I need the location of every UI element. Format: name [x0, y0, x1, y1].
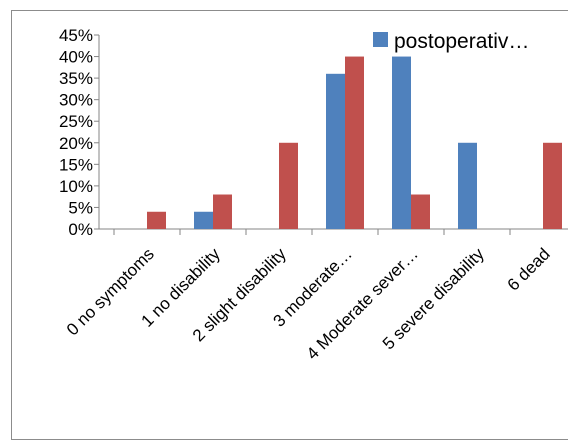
y-tick-label: 0%	[68, 220, 93, 239]
bar-series-1	[194, 211, 213, 229]
category-label: 4 Moderate sever…	[303, 244, 422, 363]
x-axis	[99, 228, 568, 235]
bar-series-2	[213, 194, 232, 229]
bar-series-2	[411, 194, 430, 229]
legend-label-series-1: postoperativ…	[394, 30, 529, 53]
y-tick-label: 45%	[59, 26, 93, 45]
y-tick-label: 40%	[59, 48, 93, 67]
category-label: 0 no symptoms	[63, 244, 158, 339]
bar-chart: 0% 5% 10% 15% 20% 25% 30% 35% 40% 45% 0 no sympto…	[59, 26, 568, 363]
bar-series-1	[326, 73, 345, 229]
y-tick-label: 20%	[59, 134, 93, 153]
bar-series-2	[543, 142, 562, 229]
bar-series-2	[345, 56, 364, 229]
y-tick-label: 30%	[59, 91, 93, 110]
y-tick-label: 5%	[68, 198, 93, 217]
legend-swatch-series-1	[373, 32, 388, 47]
bar-series-1	[458, 142, 477, 229]
y-tick-label: 15%	[59, 155, 93, 174]
bar-series-2	[279, 142, 298, 229]
bars	[147, 56, 562, 229]
y-tick-label: 10%	[59, 177, 93, 196]
bar-series-1	[392, 56, 411, 229]
bar-series-2	[147, 211, 166, 229]
category-label: 6 dead	[504, 244, 554, 294]
y-axis: 0% 5% 10% 15% 20% 25% 30% 35% 40% 45%	[59, 26, 100, 239]
legend: postoperativ…	[373, 30, 529, 53]
y-tick-label: 25%	[59, 112, 93, 131]
y-tick-label: 35%	[59, 69, 93, 88]
